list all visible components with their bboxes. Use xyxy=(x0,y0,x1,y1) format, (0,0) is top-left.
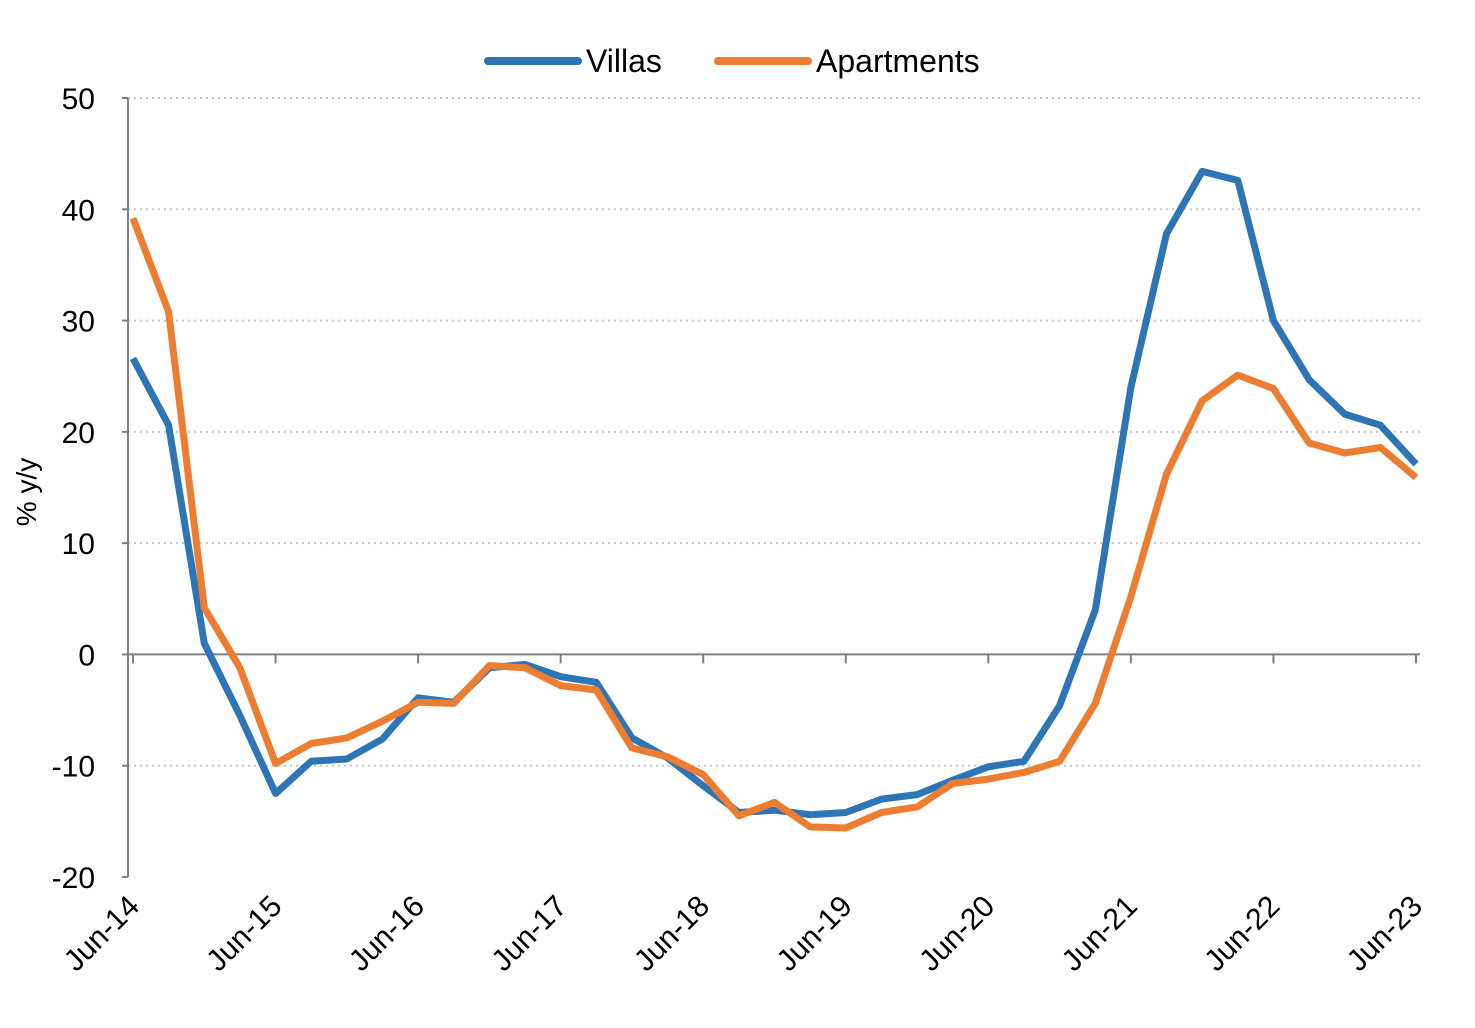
x-tick-label: Jun-20 xyxy=(913,890,1001,978)
legend-label-villas: Villas xyxy=(586,43,662,79)
legend: Villas Apartments xyxy=(484,43,980,79)
x-tick-label: Jun-21 xyxy=(1056,890,1144,978)
series-line-villas xyxy=(129,167,1419,819)
gridlines xyxy=(128,97,1420,767)
y-tick-labels: -20 -10 0 10 20 30 40 50 xyxy=(52,83,95,895)
x-tick-labels: Jun-14 Jun-15 Jun-16 Jun-17 Jun-18 Jun-19 Jun-… xyxy=(58,890,1429,978)
y-tick-label: 10 xyxy=(62,528,95,561)
x-tick-label: Jun-14 xyxy=(58,890,146,978)
x-tick-label: Jun-19 xyxy=(771,890,859,978)
x-tick-label: Jun-17 xyxy=(485,890,573,978)
y-tick-label: 40 xyxy=(62,194,95,227)
y-tick-label: -10 xyxy=(52,751,95,784)
y-tick-label: 20 xyxy=(62,417,95,450)
series-layer xyxy=(129,167,1419,832)
x-tick-label: Jun-15 xyxy=(200,890,288,978)
y-tick-label: -20 xyxy=(52,862,95,895)
y-tick-label: 0 xyxy=(78,639,95,672)
legend-label-apartments: Apartments xyxy=(816,43,980,79)
y-tick-label: 50 xyxy=(62,83,95,116)
axes xyxy=(122,97,1420,878)
series-line-apartments xyxy=(129,216,1419,832)
y-tick-label: 30 xyxy=(62,306,95,339)
y-axis-title: % y/y xyxy=(11,458,42,526)
x-tick-label: Jun-18 xyxy=(628,890,716,978)
x-tick-label: Jun-16 xyxy=(343,890,431,978)
x-tick-label: Jun-23 xyxy=(1341,890,1429,978)
x-tick-label: Jun-22 xyxy=(1198,890,1286,978)
